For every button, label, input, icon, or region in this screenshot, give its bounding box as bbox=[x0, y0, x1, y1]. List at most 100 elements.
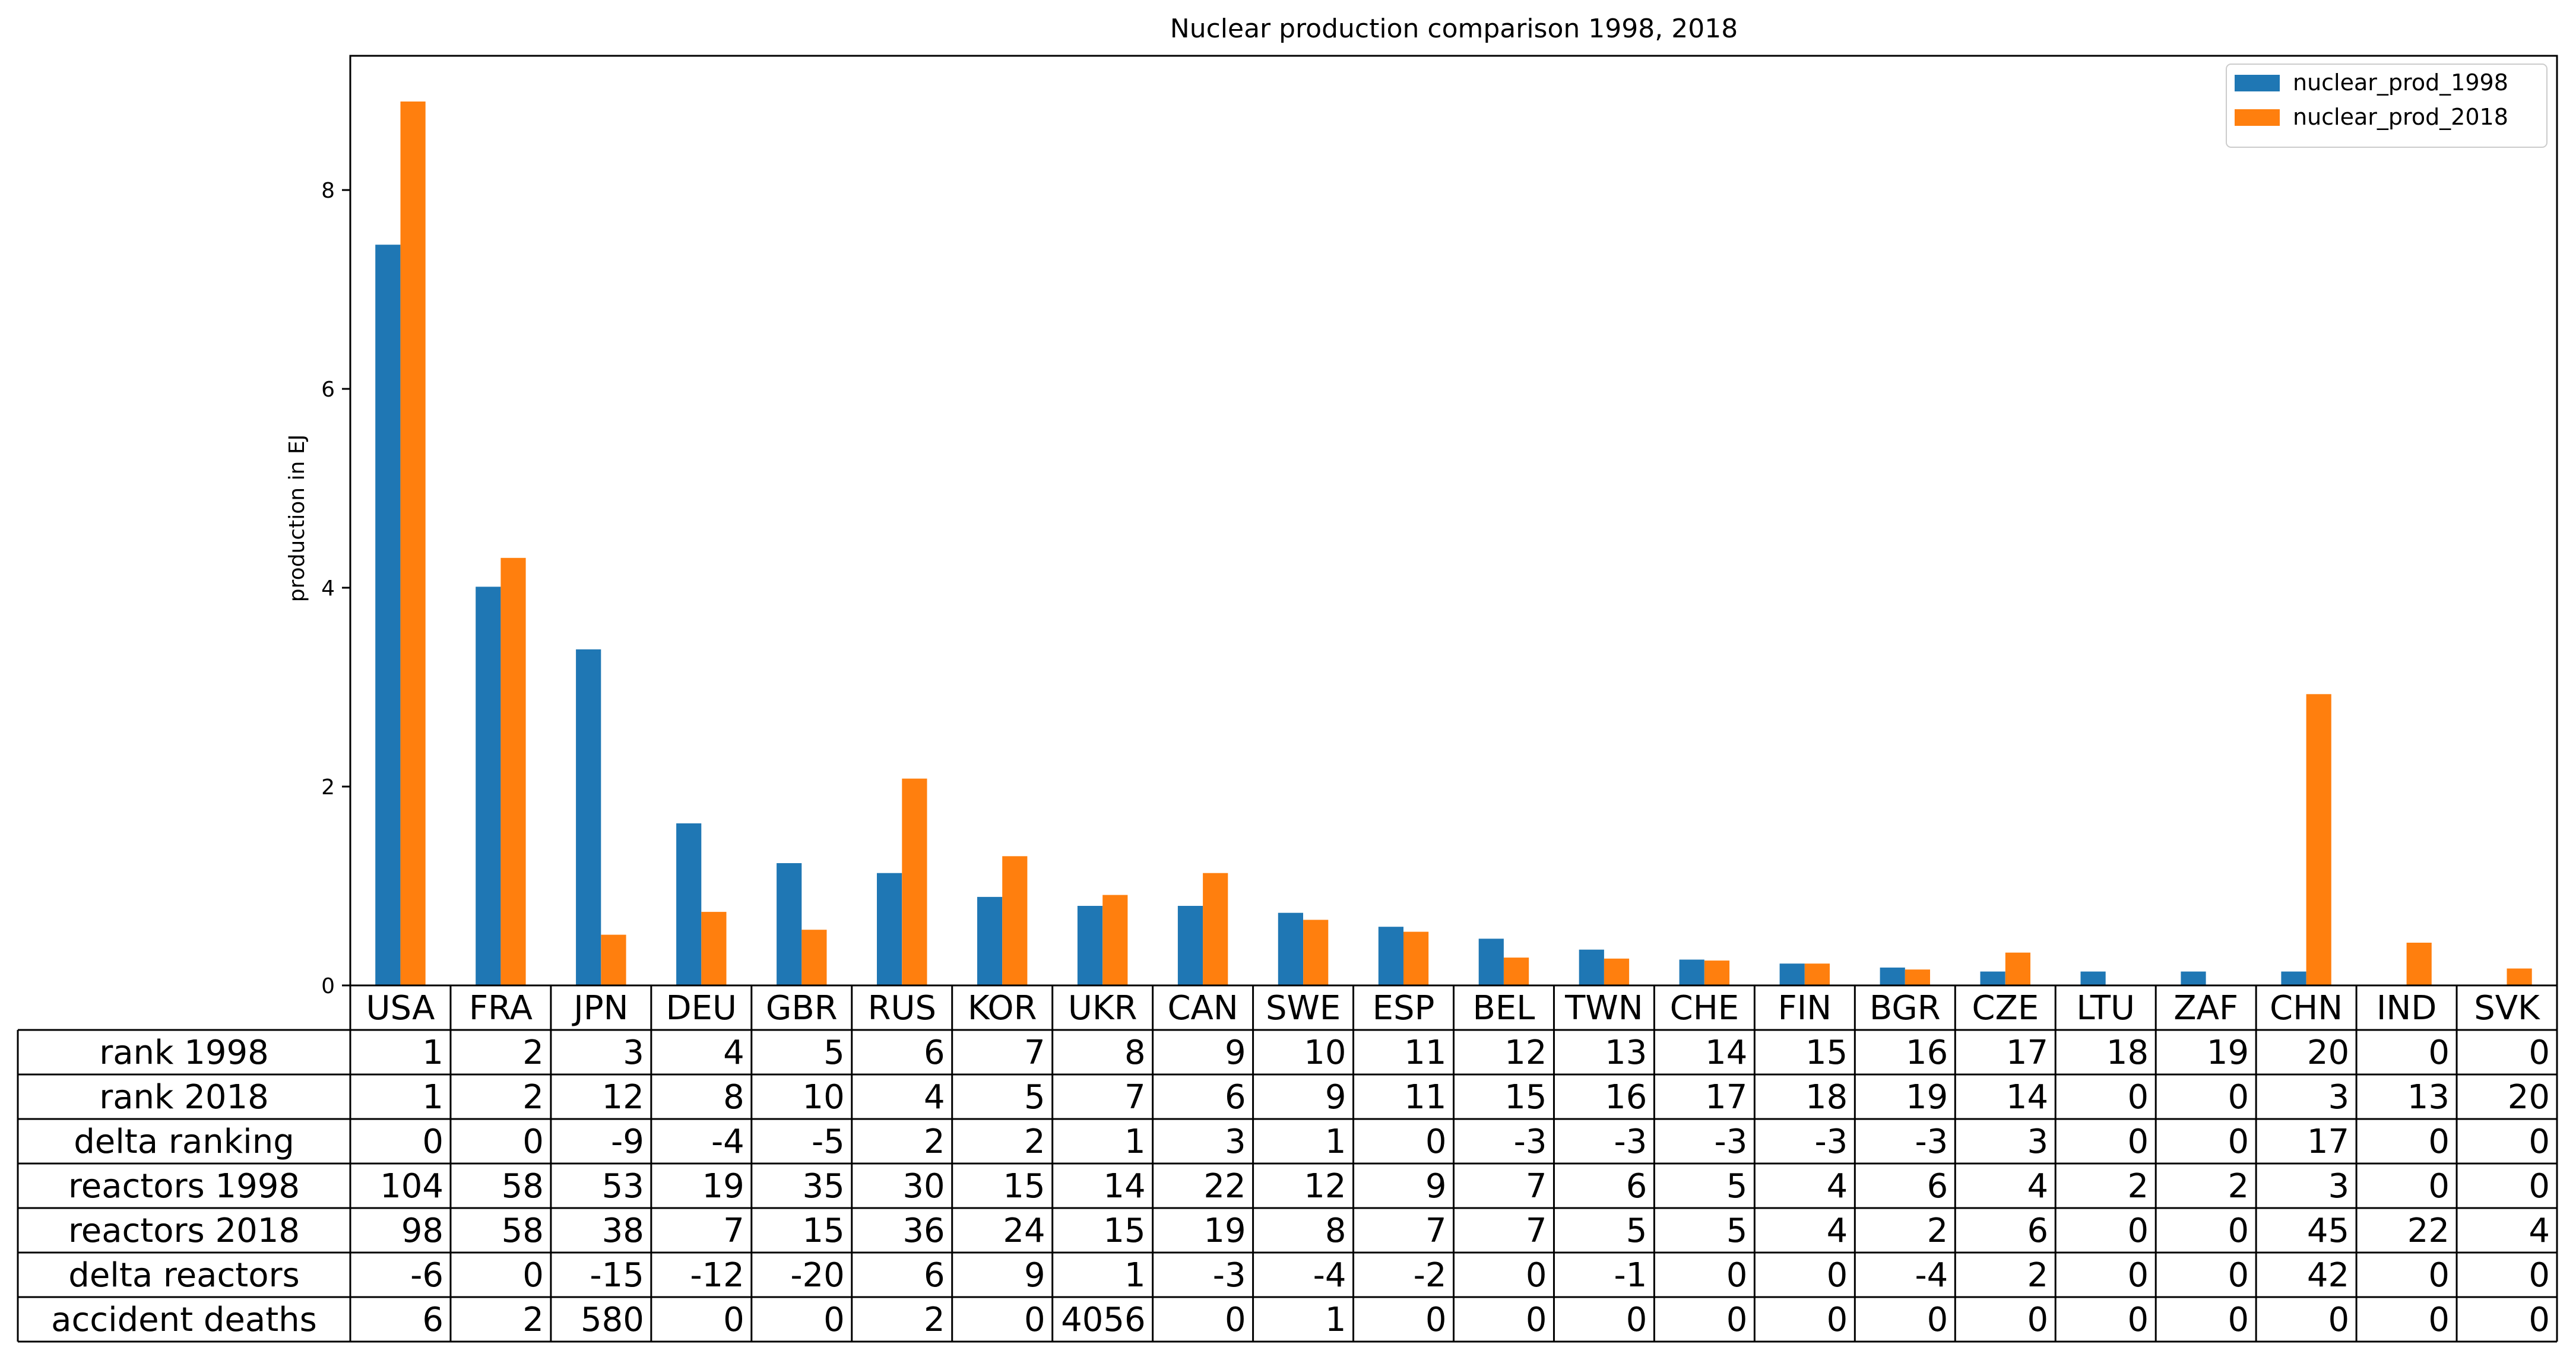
table-cell: 6 bbox=[2027, 1212, 2049, 1250]
table-cell: 18 bbox=[2106, 1034, 2149, 1072]
y-tick-label: 4 bbox=[321, 576, 335, 601]
table-cell: 24 bbox=[1003, 1212, 1045, 1250]
bar-nuclear_prod_2018-CZE bbox=[2005, 952, 2030, 985]
table-cell: 2 bbox=[2027, 1256, 2049, 1295]
table-cell: 0 bbox=[2128, 1078, 2149, 1117]
table-cell: 42 bbox=[2307, 1256, 2349, 1295]
table-cell: 0 bbox=[1726, 1256, 1748, 1295]
table-cell: 15 bbox=[1805, 1034, 1848, 1072]
table-cell: 2 bbox=[522, 1034, 544, 1072]
bar-nuclear_prod_1998-CAN bbox=[1177, 906, 1203, 985]
category-label-CZE: CZE bbox=[1972, 989, 2039, 1028]
bar-nuclear_prod_1998-LTU bbox=[2080, 971, 2106, 985]
bar-nuclear_prod_1998-FIN bbox=[1779, 963, 1805, 985]
table-cell: -2 bbox=[1414, 1256, 1447, 1295]
bar-nuclear_prod_1998-ZAF bbox=[2181, 971, 2206, 985]
table-cell: 6 bbox=[1626, 1167, 1647, 1206]
table-cell: 19 bbox=[702, 1167, 744, 1206]
table-cell: 15 bbox=[1003, 1167, 1045, 1206]
table-cell: 4 bbox=[723, 1034, 744, 1072]
bars-group bbox=[375, 102, 2532, 986]
table-cell: 0 bbox=[1526, 1301, 1547, 1339]
table-cell: 9 bbox=[1325, 1078, 1346, 1117]
table-cell: 4 bbox=[1827, 1167, 1848, 1206]
bar-nuclear_prod_2018-KOR bbox=[1002, 856, 1028, 985]
table-cell: 45 bbox=[2307, 1212, 2349, 1250]
table-cell: 0 bbox=[2529, 1034, 2550, 1072]
table-cell: 0 bbox=[522, 1123, 544, 1161]
table-cell: 6 bbox=[1225, 1078, 1246, 1117]
table-cell: 8 bbox=[1325, 1212, 1346, 1250]
table-cell: 2 bbox=[522, 1301, 544, 1339]
table-cell: 16 bbox=[1605, 1078, 1647, 1117]
table-cell: 98 bbox=[401, 1212, 443, 1250]
table-cell: 0 bbox=[2228, 1078, 2249, 1117]
table-row-label: delta reactors bbox=[68, 1256, 299, 1295]
category-label-UKR: UKR bbox=[1068, 989, 1138, 1028]
table-cell: 0 bbox=[723, 1301, 744, 1339]
table-cell: 1 bbox=[1325, 1301, 1346, 1339]
table-cell: 5 bbox=[1726, 1212, 1748, 1250]
table-cell: 38 bbox=[602, 1212, 644, 1250]
table-cell: 580 bbox=[581, 1301, 644, 1339]
table-cell: 13 bbox=[2407, 1078, 2450, 1117]
table-cell: 0 bbox=[1526, 1256, 1547, 1295]
table-cell: 1 bbox=[1124, 1256, 1146, 1295]
bar-nuclear_prod_1998-CHE bbox=[1679, 959, 1704, 985]
table-cell: 58 bbox=[502, 1212, 544, 1250]
category-label-LTU: LTU bbox=[2076, 989, 2135, 1028]
table-cell: 0 bbox=[2428, 1256, 2450, 1295]
table-cell: 3 bbox=[1225, 1123, 1246, 1161]
legend: nuclear_prod_1998 nuclear_prod_2018 bbox=[2226, 64, 2548, 148]
table-cell: 2 bbox=[2228, 1167, 2249, 1206]
table-cell: 5 bbox=[1626, 1212, 1647, 1250]
table-cell: 2 bbox=[2128, 1167, 2149, 1206]
table-cell: 1 bbox=[1124, 1123, 1146, 1161]
table-cell: 14 bbox=[1103, 1167, 1145, 1206]
table-cell: 7 bbox=[1024, 1034, 1045, 1072]
table-cell: 20 bbox=[2508, 1078, 2550, 1117]
category-label-TWN: TWN bbox=[1564, 989, 1643, 1028]
table-cell: 58 bbox=[502, 1167, 544, 1206]
table-cell: 0 bbox=[2228, 1256, 2249, 1295]
y-tick-label: 6 bbox=[321, 378, 335, 402]
table-cell: -4 bbox=[1915, 1256, 1948, 1295]
table-cell: 8 bbox=[723, 1078, 744, 1117]
bar-nuclear_prod_2018-BEL bbox=[1504, 958, 1529, 985]
table-cell: 22 bbox=[2407, 1212, 2450, 1250]
bar-nuclear_prod_2018-FRA bbox=[500, 557, 526, 985]
table-cell: 9 bbox=[1225, 1034, 1246, 1072]
table-cell: 19 bbox=[1203, 1212, 1246, 1250]
table-row-label: delta ranking bbox=[74, 1123, 294, 1161]
table-row-label: rank 2018 bbox=[99, 1078, 269, 1117]
category-label-JPN: JPN bbox=[572, 989, 628, 1028]
category-label-USA: USA bbox=[366, 989, 435, 1028]
table-cell: 3 bbox=[2328, 1078, 2349, 1117]
table-cell: 0 bbox=[2128, 1301, 2149, 1339]
category-label-IND: IND bbox=[2377, 989, 2437, 1028]
bar-nuclear_prod_1998-CZE bbox=[1980, 971, 2005, 985]
table-cell: -3 bbox=[1915, 1123, 1948, 1161]
category-label-SWE: SWE bbox=[1266, 989, 1341, 1028]
table-cell: 7 bbox=[1124, 1078, 1146, 1117]
table-cell: -15 bbox=[590, 1256, 644, 1295]
legend-label-nuclear_prod_1998: nuclear_prod_1998 bbox=[2293, 69, 2508, 96]
bar-nuclear_prod_1998-JPN bbox=[576, 649, 601, 985]
table-cell: 0 bbox=[2428, 1123, 2450, 1161]
table-cell: 19 bbox=[1906, 1078, 1948, 1117]
category-label-FRA: FRA bbox=[469, 989, 533, 1028]
table-cell: 3 bbox=[623, 1034, 644, 1072]
table-cell: 4 bbox=[924, 1078, 945, 1117]
bar-nuclear_prod_1998-FRA bbox=[476, 587, 501, 985]
bar-nuclear_prod_2018-CAN bbox=[1203, 873, 1228, 985]
table-row-label: accident deaths bbox=[51, 1301, 317, 1339]
table-cell: 10 bbox=[803, 1078, 845, 1117]
table-cell: -20 bbox=[790, 1256, 844, 1295]
table-cell: 7 bbox=[1526, 1167, 1547, 1206]
table-cell: 7 bbox=[723, 1212, 744, 1250]
table-cell: 7 bbox=[1425, 1212, 1447, 1250]
table-cell: 4 bbox=[1827, 1212, 1848, 1250]
table-cell: -3 bbox=[1715, 1123, 1748, 1161]
table-cell: 7 bbox=[1526, 1212, 1547, 1250]
